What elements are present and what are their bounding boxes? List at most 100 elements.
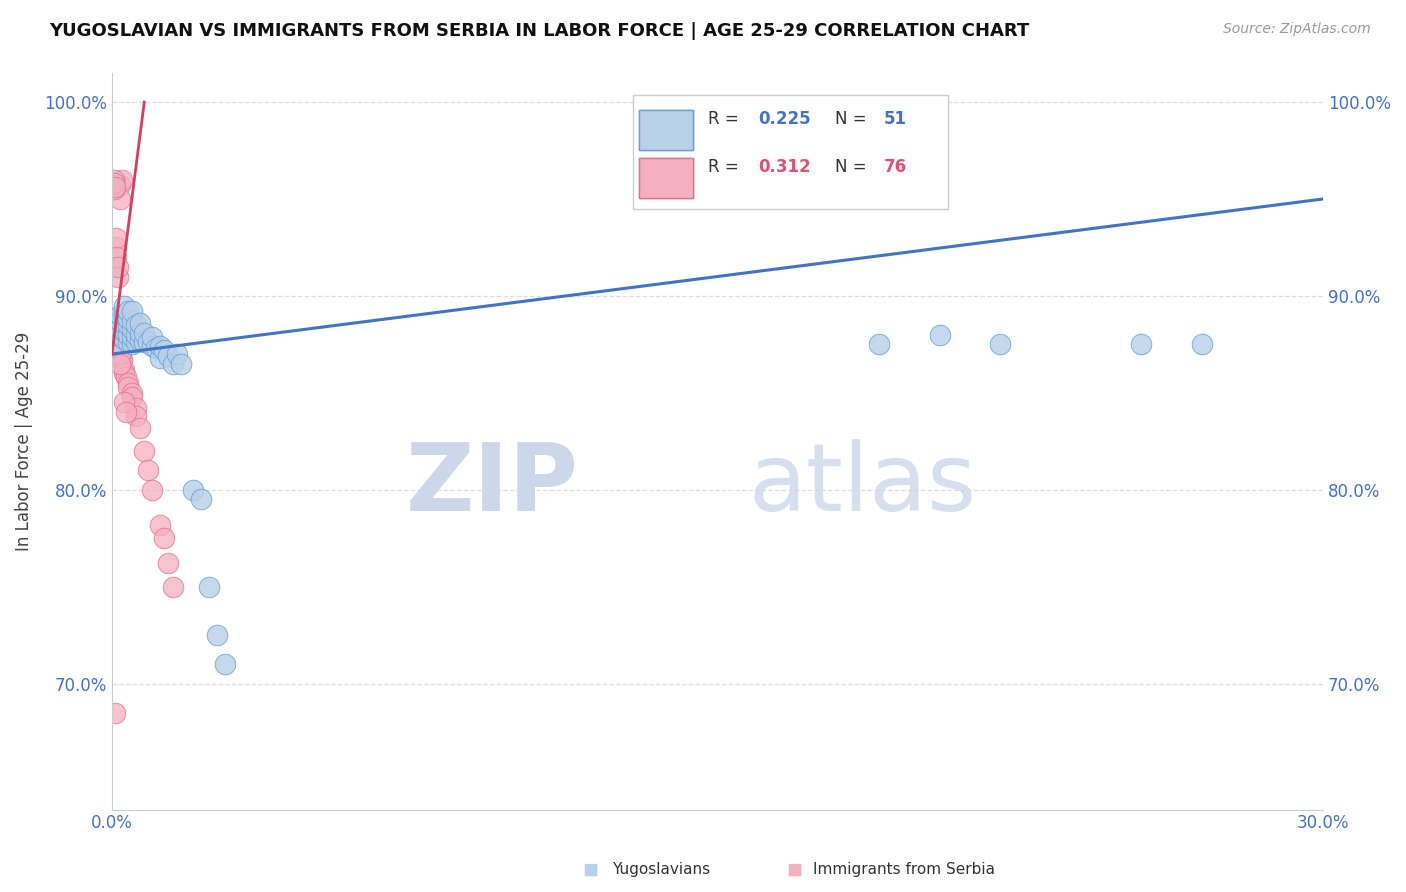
- FancyBboxPatch shape: [633, 95, 948, 210]
- Point: [115, 370, 138, 384]
- Point: [190, 492, 212, 507]
- Point: [108, 357, 131, 371]
- Point: [105, 329, 128, 343]
- Point: [117, 380, 139, 394]
- Point: [103, 324, 125, 338]
- Text: R =: R =: [707, 111, 744, 128]
- Point: [928, 327, 950, 342]
- Text: 0.225: 0.225: [759, 111, 811, 128]
- Point: [121, 304, 143, 318]
- Point: [125, 409, 148, 423]
- Point: [214, 657, 236, 672]
- Point: [134, 335, 156, 350]
- Point: [104, 324, 127, 338]
- Point: [107, 327, 129, 342]
- Point: [166, 347, 188, 361]
- Point: [108, 345, 131, 359]
- Point: [105, 318, 128, 332]
- Text: Source: ZipAtlas.com: Source: ZipAtlas.com: [1223, 22, 1371, 37]
- Point: [153, 531, 176, 545]
- Point: [117, 376, 139, 390]
- Point: [112, 308, 135, 322]
- Point: [121, 322, 143, 336]
- Point: [141, 329, 163, 343]
- Point: [112, 367, 135, 381]
- Text: Yugoslavians: Yugoslavians: [612, 863, 710, 877]
- Point: [117, 327, 139, 342]
- Point: [103, 327, 125, 342]
- Point: [112, 332, 135, 346]
- Point: [157, 349, 180, 363]
- Point: [112, 395, 135, 409]
- Point: [107, 269, 129, 284]
- Point: [162, 357, 184, 371]
- Point: [111, 172, 134, 186]
- Point: [105, 339, 128, 353]
- Point: [105, 240, 128, 254]
- Point: [108, 343, 131, 358]
- Point: [107, 339, 129, 353]
- Point: [107, 260, 129, 274]
- Point: [112, 324, 135, 338]
- Point: [104, 337, 127, 351]
- Text: ZIP: ZIP: [405, 440, 578, 532]
- Point: [103, 332, 125, 346]
- Point: [129, 420, 152, 434]
- Point: [112, 362, 135, 376]
- Point: [121, 337, 143, 351]
- Point: [103, 312, 125, 326]
- Point: [145, 341, 167, 355]
- Y-axis label: In Labor Force | Age 25-29: In Labor Force | Age 25-29: [15, 332, 32, 551]
- Text: R =: R =: [707, 158, 744, 177]
- Point: [103, 314, 125, 328]
- Text: Immigrants from Serbia: Immigrants from Serbia: [813, 863, 994, 877]
- Point: [107, 329, 129, 343]
- Point: [108, 314, 131, 328]
- Point: [105, 329, 128, 343]
- Point: [149, 517, 172, 532]
- Point: [141, 339, 163, 353]
- Point: [108, 192, 131, 206]
- Point: [103, 172, 125, 186]
- Point: [104, 706, 127, 720]
- Point: [181, 483, 204, 497]
- Point: [108, 322, 131, 336]
- Point: [125, 318, 148, 332]
- Point: [868, 337, 890, 351]
- Point: [105, 337, 128, 351]
- Point: [104, 335, 127, 350]
- Point: [108, 341, 131, 355]
- Point: [125, 327, 148, 342]
- Point: [103, 337, 125, 351]
- Text: N =: N =: [835, 111, 872, 128]
- Point: [117, 312, 139, 326]
- Point: [153, 343, 176, 358]
- Point: [103, 177, 125, 191]
- Point: [104, 180, 127, 194]
- Point: [129, 326, 152, 340]
- Point: [162, 580, 184, 594]
- Point: [117, 304, 139, 318]
- Text: YUGOSLAVIAN VS IMMIGRANTS FROM SERBIA IN LABOR FORCE | AGE 25-29 CORRELATION CHA: YUGOSLAVIAN VS IMMIGRANTS FROM SERBIA IN…: [49, 22, 1029, 40]
- FancyBboxPatch shape: [638, 110, 693, 151]
- Point: [103, 314, 125, 328]
- Point: [105, 339, 128, 353]
- Point: [129, 316, 152, 330]
- Point: [104, 327, 127, 342]
- Point: [104, 316, 127, 330]
- Point: [108, 327, 131, 342]
- Point: [105, 312, 128, 326]
- Point: [1130, 337, 1153, 351]
- Point: [115, 405, 138, 419]
- Point: [117, 318, 139, 332]
- Point: [121, 314, 143, 328]
- Point: [121, 385, 143, 400]
- Point: [104, 337, 127, 351]
- Point: [198, 580, 221, 594]
- Text: atlas: atlas: [749, 440, 977, 532]
- Point: [110, 349, 132, 363]
- Point: [107, 339, 129, 353]
- Point: [205, 628, 228, 642]
- Point: [105, 327, 128, 342]
- Point: [129, 334, 152, 348]
